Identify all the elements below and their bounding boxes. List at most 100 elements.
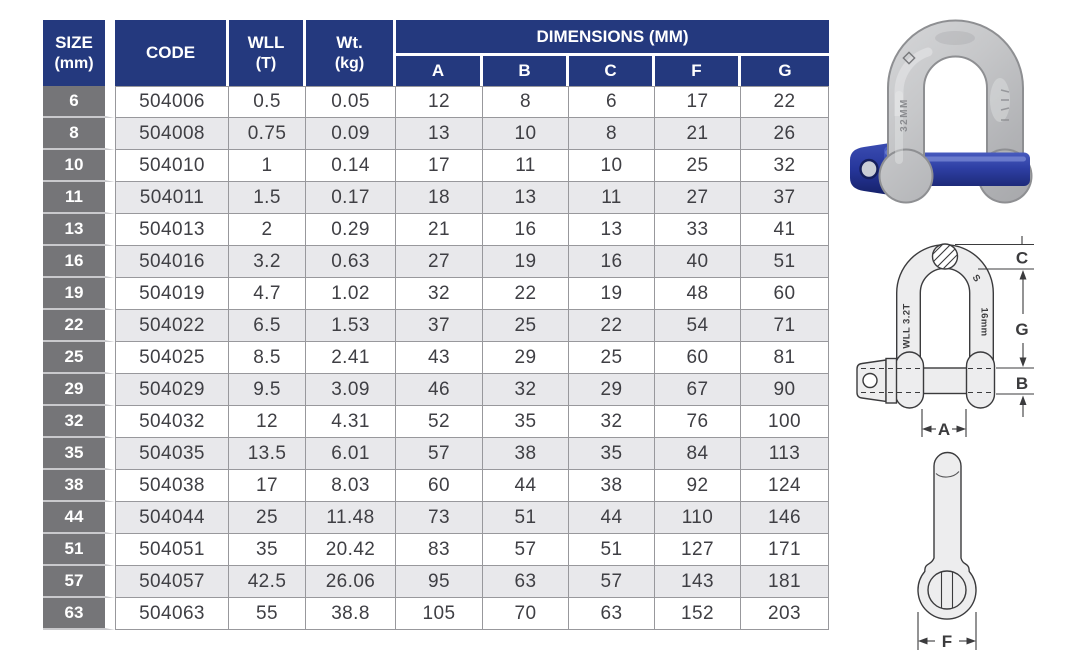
c-cell: 32 — [569, 406, 655, 438]
a-cell: 46 — [396, 374, 483, 406]
table-row: 38 504038 17 8.03 60 44 38 92 124 — [43, 470, 830, 502]
f-cell: 40 — [655, 246, 741, 278]
a-cell: 73 — [396, 502, 483, 534]
dimension-b: B — [996, 367, 1034, 417]
code-cell: 504022 — [115, 310, 229, 342]
c-cell: 8 — [569, 118, 655, 150]
c-cell: 10 — [569, 150, 655, 182]
a-cell: 52 — [396, 406, 483, 438]
table-row: 6 504006 0.5 0.05 12 8 6 17 22 — [43, 86, 830, 118]
pin-head-hole — [859, 158, 879, 180]
size-cell: 8 — [43, 118, 115, 150]
wll-cell: 4.7 — [229, 278, 306, 310]
c-cell: 38 — [569, 470, 655, 502]
header-dim-b: B — [483, 56, 569, 86]
a-cell: 27 — [396, 246, 483, 278]
table-row: 11 504011 1.5 0.17 18 13 11 27 37 — [43, 182, 830, 214]
g-cell: 100 — [741, 406, 830, 438]
code-cell: 504038 — [115, 470, 229, 502]
size-cell: 63 — [43, 598, 115, 630]
a-cell: 12 — [396, 86, 483, 118]
diagram-left-eye — [894, 351, 925, 409]
code-cell: 504029 — [115, 374, 229, 406]
diagram-wll-marking: WLL 3.2T — [902, 303, 913, 348]
code-cell: 504025 — [115, 342, 229, 374]
wt-cell: 0.05 — [306, 86, 396, 118]
g-cell: 181 — [741, 566, 830, 598]
b-cell: 63 — [483, 566, 569, 598]
wll-cell: 1 — [229, 150, 306, 182]
f-cell: 127 — [655, 534, 741, 566]
wll-cell: 25 — [229, 502, 306, 534]
size-cell: 38 — [43, 470, 115, 502]
table-row: 29 504029 9.5 3.09 46 32 29 67 90 — [43, 374, 830, 406]
code-cell: 504016 — [115, 246, 229, 278]
code-cell: 504057 — [115, 566, 229, 598]
f-cell: 92 — [655, 470, 741, 502]
f-cell: 25 — [655, 150, 741, 182]
size-cell: 32 — [43, 406, 115, 438]
g-cell: 22 — [741, 86, 830, 118]
g-cell: 146 — [741, 502, 830, 534]
a-cell: 57 — [396, 438, 483, 470]
c-cell: 63 — [569, 598, 655, 630]
size-cell: 22 — [43, 310, 115, 342]
wll-cell: 42.5 — [229, 566, 306, 598]
shackle-side-diagram: F — [917, 451, 977, 651]
table-row: 63 504063 55 38.8 105 70 63 152 203 — [43, 598, 830, 630]
a-cell: 37 — [396, 310, 483, 342]
a-cell: 21 — [396, 214, 483, 246]
right-leg-stamp-marks — [1000, 89, 1010, 121]
size-cell: 29 — [43, 374, 115, 406]
header-size: SIZE (mm) — [43, 20, 115, 86]
b-cell: 38 — [483, 438, 569, 470]
wt-cell: 6.01 — [306, 438, 396, 470]
b-cell: 57 — [483, 534, 569, 566]
f-cell: 60 — [655, 342, 741, 374]
wt-cell: 26.06 — [306, 566, 396, 598]
b-cell: 10 — [483, 118, 569, 150]
wll-cell: 0.5 — [229, 86, 306, 118]
f-cell: 21 — [655, 118, 741, 150]
header-size-line1: SIZE — [55, 33, 93, 53]
diagram-pin-hole — [862, 372, 878, 389]
wt-cell: 8.03 — [306, 470, 396, 502]
wt-cell: 1.53 — [306, 310, 396, 342]
f-cell: 33 — [655, 214, 741, 246]
g-cell: 203 — [741, 598, 830, 630]
wt-cell: 4.31 — [306, 406, 396, 438]
header-dim-g: G — [741, 56, 830, 86]
wt-cell: 11.48 — [306, 502, 396, 534]
diagram-right-eye — [965, 351, 996, 409]
c-cell: 13 — [569, 214, 655, 246]
c-cell: 16 — [569, 246, 655, 278]
diagram-size-marking: 16mm — [979, 307, 990, 336]
a-cell: 43 — [396, 342, 483, 374]
a-cell: 18 — [396, 182, 483, 214]
shackle-front-diagram: WLL 3.2T 16mm S C G B A — [856, 236, 1034, 439]
svg-text:G: G — [1015, 320, 1028, 339]
code-cell: 504019 — [115, 278, 229, 310]
code-cell: 504008 — [115, 118, 229, 150]
dimension-c: C — [955, 236, 1034, 270]
b-cell: 29 — [483, 342, 569, 374]
b-cell: 22 — [483, 278, 569, 310]
wll-cell: 6.5 — [229, 310, 306, 342]
wll-cell: 9.5 — [229, 374, 306, 406]
g-cell: 71 — [741, 310, 830, 342]
code-cell: 504035 — [115, 438, 229, 470]
code-cell: 504032 — [115, 406, 229, 438]
b-cell: 35 — [483, 406, 569, 438]
code-cell: 504013 — [115, 214, 229, 246]
a-cell: 83 — [396, 534, 483, 566]
code-cell: 504011 — [115, 182, 229, 214]
table-row: 10 504010 1 0.14 17 11 10 25 32 — [43, 150, 830, 182]
c-cell: 51 — [569, 534, 655, 566]
svg-text:B: B — [1016, 374, 1028, 393]
svg-text:F: F — [942, 632, 952, 651]
c-cell: 22 — [569, 310, 655, 342]
g-cell: 26 — [741, 118, 830, 150]
f-cell: 84 — [655, 438, 741, 470]
code-cell: 504051 — [115, 534, 229, 566]
b-cell: 51 — [483, 502, 569, 534]
